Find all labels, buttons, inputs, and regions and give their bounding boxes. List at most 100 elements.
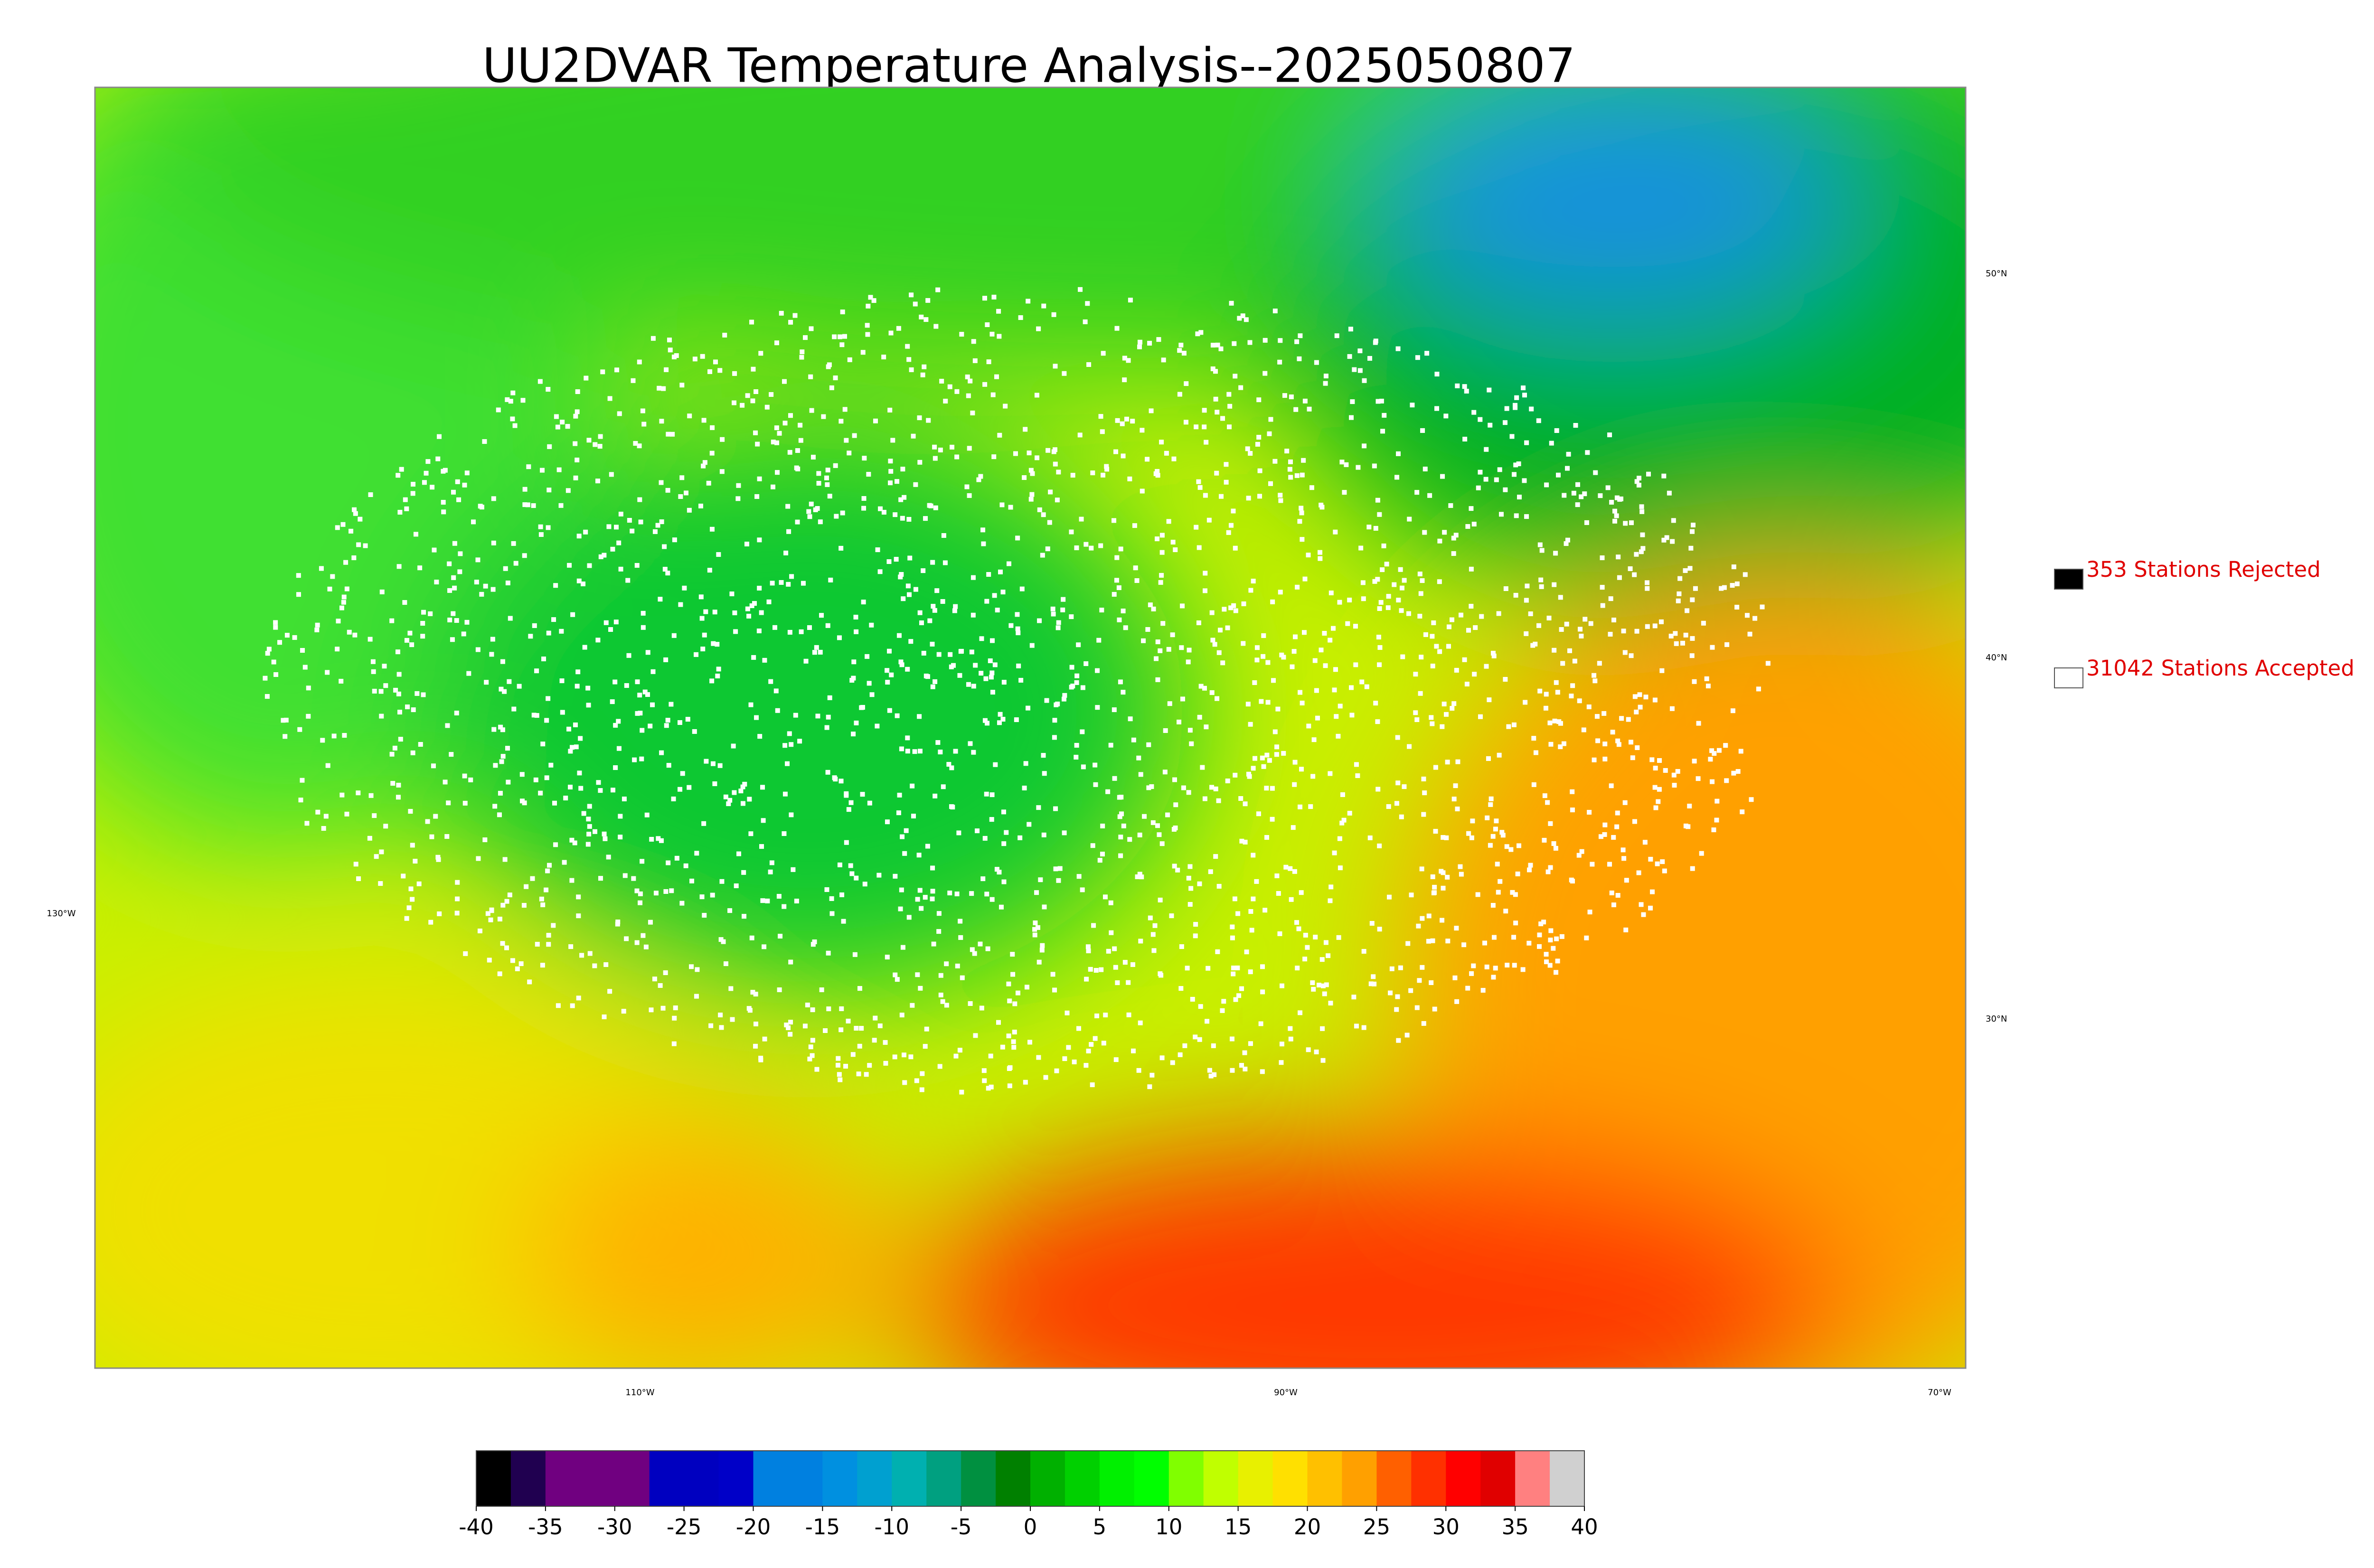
station-dot xyxy=(957,673,962,678)
station-dot xyxy=(944,961,949,967)
station-dot xyxy=(734,883,739,888)
station-dot xyxy=(479,505,484,510)
station-dot xyxy=(283,717,289,723)
station-dot xyxy=(1478,469,1483,475)
station-dot xyxy=(352,632,358,638)
station-dot xyxy=(970,612,976,618)
station-dot xyxy=(1072,1059,1077,1064)
station-dot xyxy=(698,503,703,508)
station-dot xyxy=(908,1054,914,1060)
station-dot xyxy=(449,752,454,757)
station-dot xyxy=(531,503,536,508)
station-dot xyxy=(1112,592,1117,597)
station-dot xyxy=(997,720,1002,725)
station-dot xyxy=(398,737,403,742)
station-dot xyxy=(356,542,361,547)
station-dot xyxy=(1609,783,1614,789)
station-dot xyxy=(826,714,831,720)
station-dot xyxy=(867,800,872,806)
station-dot xyxy=(1036,1055,1041,1060)
station-dot xyxy=(930,865,935,871)
station-dot xyxy=(407,630,413,636)
colorbar-tick-label: 5 xyxy=(1093,1514,1107,1540)
station-dot xyxy=(340,522,346,527)
station-dot xyxy=(1683,632,1688,638)
station-dot xyxy=(374,854,379,859)
station-dot xyxy=(707,369,713,374)
station-dot xyxy=(389,618,395,623)
station-dot xyxy=(1291,649,1297,654)
station-dot xyxy=(662,544,667,549)
station-dot xyxy=(1744,613,1750,618)
station-dot xyxy=(1487,387,1492,393)
station-dot xyxy=(634,888,640,893)
station-dot xyxy=(925,844,930,849)
station-dot xyxy=(1301,630,1307,635)
station-dot xyxy=(1018,315,1023,320)
station-dot xyxy=(1100,429,1105,434)
station-dot xyxy=(708,1023,714,1028)
station-dot xyxy=(1133,565,1138,571)
station-dot xyxy=(742,781,747,787)
station-dot xyxy=(1045,546,1050,552)
station-dot xyxy=(1341,817,1347,823)
station-dot xyxy=(1641,912,1646,917)
station-dot xyxy=(1159,440,1164,445)
station-dot xyxy=(496,407,501,413)
station-dot xyxy=(1200,765,1205,770)
station-dot xyxy=(1765,661,1771,666)
station-dot xyxy=(1051,312,1056,317)
station-dot xyxy=(1723,743,1728,748)
station-dot xyxy=(1611,835,1616,840)
station-dot xyxy=(1490,650,1496,656)
station-dot xyxy=(650,336,656,341)
station-dot xyxy=(585,842,591,847)
station-dot xyxy=(1294,339,1300,344)
station-dot xyxy=(1232,341,1237,346)
station-dot xyxy=(941,533,946,538)
station-dot xyxy=(1166,647,1171,652)
station-dot xyxy=(1334,714,1339,719)
station-dot xyxy=(1724,778,1729,783)
station-dot xyxy=(795,448,800,453)
station-dot xyxy=(1184,381,1189,386)
station-dot xyxy=(1547,963,1553,968)
station-dot xyxy=(810,454,816,460)
station-dot xyxy=(1149,1072,1155,1078)
station-dot xyxy=(940,599,945,604)
station-dot xyxy=(1418,591,1423,596)
station-dot xyxy=(1430,938,1435,943)
station-dot xyxy=(819,987,824,993)
station-dot xyxy=(1122,960,1128,965)
station-dot xyxy=(906,516,912,522)
station-dot xyxy=(915,972,920,977)
station-dot xyxy=(947,384,952,389)
station-dot xyxy=(893,512,898,517)
station-dot xyxy=(1218,494,1224,499)
station-dot xyxy=(1138,772,1143,777)
station-dot xyxy=(1112,518,1117,523)
lon-label: 110°W xyxy=(625,1388,654,1398)
station-dot xyxy=(1256,397,1262,403)
station-dot xyxy=(1001,841,1007,846)
station-dot xyxy=(1466,628,1471,633)
station-dot xyxy=(1256,435,1262,440)
station-dot xyxy=(1000,717,1006,722)
station-dot xyxy=(1483,477,1488,482)
colorbar-segment xyxy=(1065,1451,1100,1506)
station-dot xyxy=(1216,798,1221,803)
station-dot xyxy=(1470,818,1475,824)
station-dot xyxy=(1349,713,1355,718)
station-dot xyxy=(1497,467,1502,472)
station-dot xyxy=(1248,588,1253,593)
station-dot xyxy=(1552,648,1557,653)
station-dot xyxy=(1680,640,1685,646)
station-dot xyxy=(281,718,286,723)
station-dot xyxy=(1323,381,1328,386)
station-dot xyxy=(829,385,834,390)
station-dot xyxy=(1015,990,1020,995)
station-dot xyxy=(745,606,750,611)
station-dot xyxy=(1602,832,1607,837)
station-dot xyxy=(1445,874,1450,880)
station-dot xyxy=(1690,866,1695,871)
